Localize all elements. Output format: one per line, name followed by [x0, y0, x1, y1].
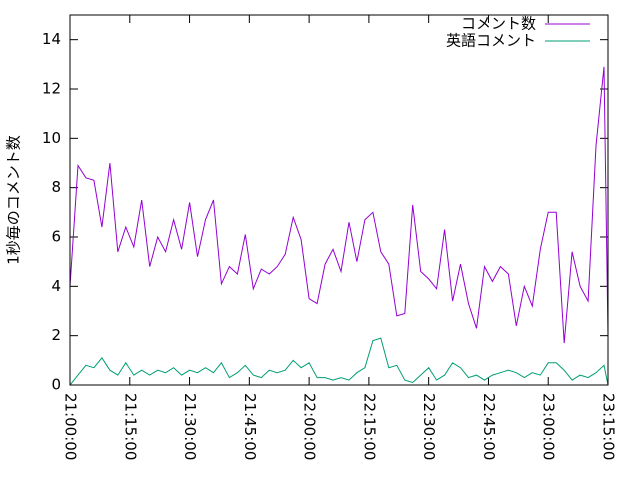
y-tick-label: 14 [42, 30, 61, 48]
x-tick-label: 22:30:00 [420, 393, 438, 460]
y-tick-label: 10 [42, 129, 61, 147]
series-line [69, 66, 609, 344]
x-tick-label: 22:00:00 [301, 393, 319, 460]
series-line [69, 337, 609, 386]
y-tick-label: 6 [51, 228, 61, 246]
x-tick-label: 22:15:00 [360, 393, 378, 460]
y-tick-label: 8 [51, 178, 61, 196]
x-tick-label: 21:45:00 [241, 393, 259, 460]
x-tick-label: 21:00:00 [62, 393, 80, 460]
y-axis-label: 1秒毎のコメント数 [5, 135, 23, 265]
x-tick-label: 23:15:00 [600, 393, 618, 460]
x-tick-label: 22:45:00 [480, 393, 498, 460]
x-tick-label: 21:30:00 [181, 393, 199, 460]
x-tick-label: 23:00:00 [540, 393, 558, 460]
y-tick-label: 0 [51, 376, 61, 394]
legend-label: コメント数 [461, 15, 536, 33]
legend-label: 英語コメント [446, 32, 536, 50]
y-tick-label: 4 [51, 277, 61, 295]
y-tick-label: 2 [51, 326, 61, 344]
x-tick-label: 21:15:00 [121, 393, 139, 460]
y-tick-label: 12 [42, 80, 61, 98]
plot-border [69, 14, 609, 386]
